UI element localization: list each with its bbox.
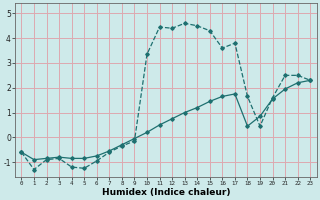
X-axis label: Humidex (Indice chaleur): Humidex (Indice chaleur) (101, 188, 230, 197)
